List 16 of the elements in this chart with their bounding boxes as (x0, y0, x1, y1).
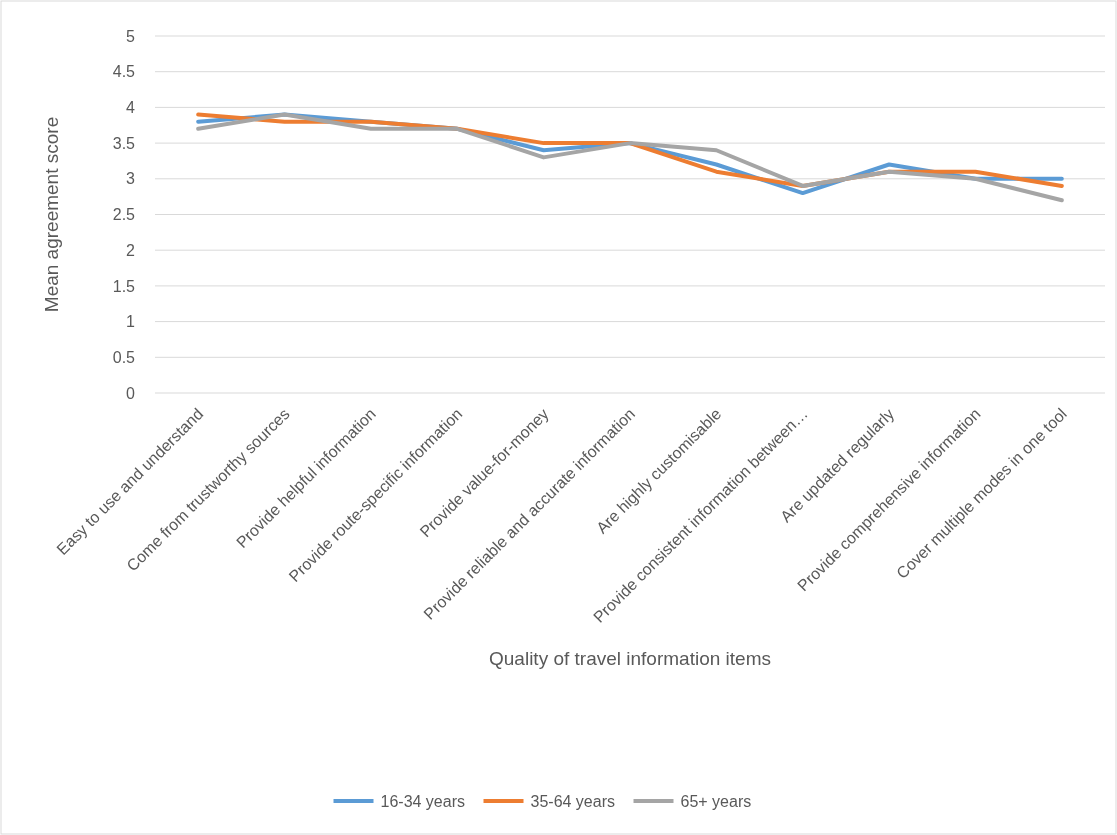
y-tick-label: 0 (126, 384, 136, 402)
y-tick-label: 3 (126, 170, 136, 188)
y-axis-title: Mean agreement score (41, 116, 62, 313)
y-tick-label: 2.5 (112, 206, 136, 224)
y-tick-label: 3.5 (112, 134, 136, 152)
y-tick-label: 1 (126, 313, 136, 331)
y-tick-label: 5 (126, 27, 136, 45)
y-tick-label: 4.5 (112, 63, 136, 81)
legend-label: 35-64 years (530, 792, 615, 810)
y-tick-label: 2 (126, 241, 136, 259)
legend-label: 16-34 years (380, 792, 465, 810)
y-tick-label: 0.5 (112, 348, 136, 366)
legend-label: 65+ years (680, 792, 752, 810)
x-axis-title: Quality of travel information items (489, 648, 771, 669)
y-tick-label: 4 (126, 99, 136, 116)
y-tick-label: 1.5 (112, 277, 136, 295)
